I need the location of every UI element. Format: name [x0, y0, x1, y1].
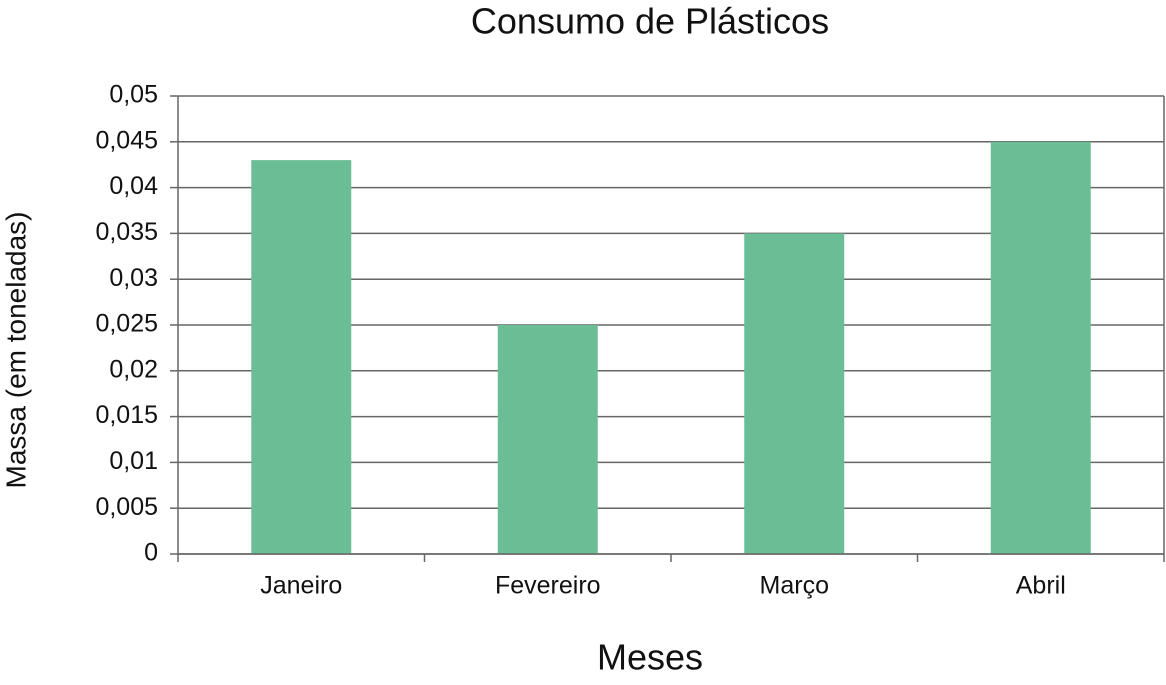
y-tick-label: 0,02	[109, 355, 158, 383]
x-axis-label: Meses	[597, 637, 703, 678]
y-tick-label: 0,045	[95, 126, 158, 154]
bar	[744, 233, 845, 554]
y-tick-label: 0,025	[95, 310, 158, 338]
y-tick-label: 0,015	[95, 401, 158, 429]
x-tick-label: Março	[760, 572, 829, 600]
y-tick-label: 0,035	[95, 218, 158, 246]
x-tick-label: Janeiro	[260, 572, 342, 600]
y-tick-label: 0,05	[109, 81, 158, 109]
y-tick-label: 0,005	[95, 493, 158, 521]
x-tick-label: Fevereiro	[495, 572, 601, 600]
chart-title: Consumo de Plásticos	[471, 1, 829, 42]
y-axis-label: Massa (em toneladas)	[0, 211, 31, 488]
y-tick-label: 0,01	[109, 447, 158, 475]
x-tick-label: Abril	[1016, 572, 1066, 600]
y-tick-label: 0,04	[109, 172, 158, 200]
bar	[251, 160, 352, 554]
bar	[990, 141, 1091, 555]
y-tick-label: 0	[144, 539, 158, 567]
bar	[497, 325, 598, 554]
y-tick-label: 0,03	[109, 264, 158, 292]
